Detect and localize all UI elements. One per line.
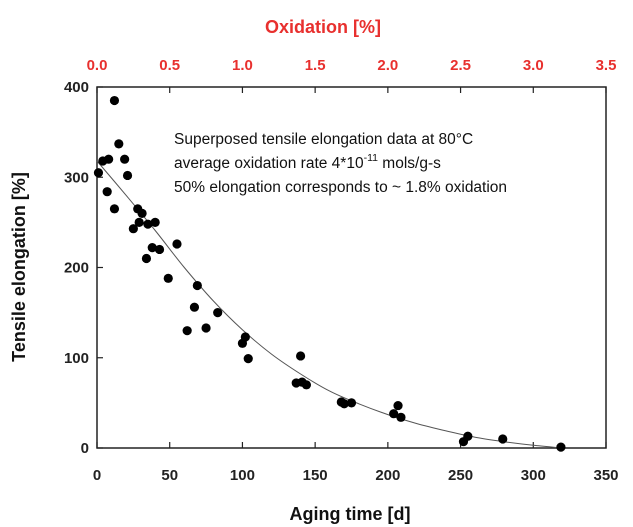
data-point — [192, 280, 202, 291]
data-point — [109, 204, 120, 214]
data-point — [296, 351, 306, 361]
data-point — [104, 154, 114, 164]
data-point — [147, 243, 157, 253]
y-tick-label: 400 — [64, 79, 89, 96]
data-point — [120, 154, 130, 164]
data-point — [172, 239, 182, 249]
data-points — [93, 95, 566, 452]
x-axis-title: Aging time [d] — [290, 504, 411, 524]
x-tick-label: 0 — [93, 467, 101, 484]
x-tick-label: 300 — [521, 467, 546, 484]
data-point — [122, 170, 133, 181]
y-tick-label: 100 — [64, 350, 89, 367]
data-point — [109, 95, 120, 106]
x2-tick-label: 1.5 — [305, 57, 326, 74]
data-point — [154, 244, 165, 255]
data-point — [240, 332, 250, 342]
data-point — [137, 208, 147, 218]
fit-curve — [96, 160, 563, 449]
annotation-line: average oxidation rate 4*10 — [174, 155, 364, 172]
annotation-text: Superposed tensile elongation data at 80… — [174, 131, 507, 196]
data-point — [396, 412, 406, 422]
x2-tick-label: 3.5 — [596, 57, 617, 74]
data-point — [93, 168, 104, 178]
data-point — [393, 400, 403, 411]
data-point — [389, 409, 399, 419]
data-point — [134, 217, 144, 227]
data-point — [150, 217, 160, 227]
data-point — [189, 302, 200, 312]
x-tick-label: 200 — [375, 467, 400, 484]
annotation-line: Superposed tensile elongation data at 80… — [174, 131, 473, 148]
data-point — [128, 224, 138, 234]
data-point — [346, 398, 357, 408]
axis-ticks: 0 50 100 150 200 250 300 350 0.0 0.5 1.0 1.5 2.0 2.5 3… — [64, 57, 619, 484]
x-tick-label: 150 — [303, 467, 328, 484]
x2-tick-label: 1.0 — [232, 57, 253, 74]
data-point — [141, 253, 152, 264]
data-point — [556, 442, 566, 452]
data-point — [102, 187, 112, 197]
data-point — [243, 354, 253, 364]
annotation-line-rest: mols/g-s — [378, 155, 441, 172]
data-point — [163, 273, 173, 283]
data-point — [339, 399, 349, 409]
x-tick-label: 250 — [448, 467, 473, 484]
data-point — [201, 323, 211, 333]
y-tick-label: 0 — [81, 440, 89, 457]
data-point — [213, 308, 223, 318]
x-tick-label: 350 — [593, 467, 618, 484]
x2-tick-label: 2.0 — [377, 57, 398, 74]
data-point — [301, 380, 312, 390]
x2-tick-label: 2.5 — [450, 57, 471, 74]
x2-tick-label: 0.5 — [159, 57, 180, 74]
x2-tick-label: 3.0 — [523, 57, 544, 74]
data-point — [114, 139, 124, 149]
y-tick-label: 300 — [64, 169, 89, 186]
annotation-superscript: -11 — [364, 152, 379, 164]
x-tick-label: 100 — [230, 467, 255, 484]
data-point — [182, 326, 192, 336]
annotation-line: 50% elongation corresponds to ~ 1.8% oxi… — [174, 179, 507, 196]
y-tick-label: 200 — [64, 260, 89, 277]
y-axis-title: Tensile elongation [%] — [9, 172, 29, 362]
data-point — [498, 434, 508, 444]
data-point — [463, 431, 473, 441]
x-tick-label: 50 — [161, 467, 178, 484]
x2-tick-label: 0.0 — [87, 57, 108, 74]
top-axis-title: Oxidation [%] — [265, 17, 381, 37]
data-point — [143, 219, 153, 229]
